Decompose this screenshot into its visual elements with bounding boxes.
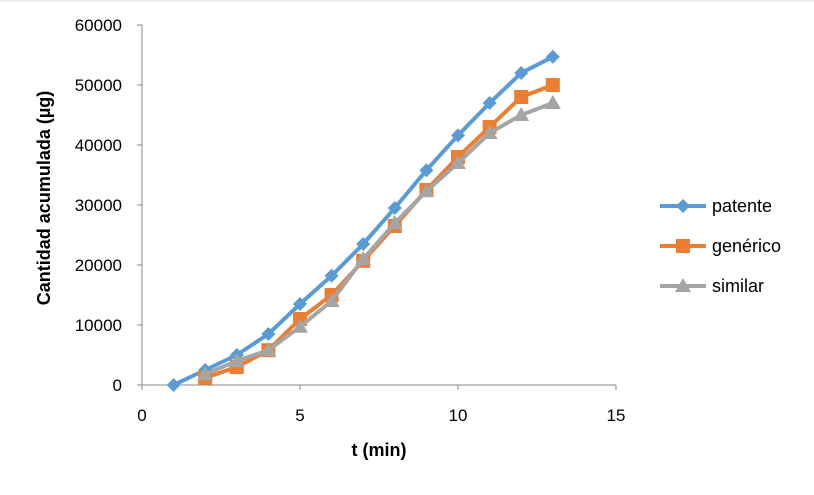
legend-marker-similar bbox=[675, 278, 691, 292]
y-tick-label: 10000 bbox=[75, 316, 122, 335]
data-point-patente bbox=[261, 327, 276, 341]
data-point-generico bbox=[545, 78, 560, 92]
x-tick-label: 5 bbox=[295, 406, 304, 425]
x-tick-label: 10 bbox=[449, 406, 468, 425]
series-similar bbox=[197, 95, 561, 381]
legend-label-patente: patente bbox=[712, 196, 772, 216]
y-tick-label: 30000 bbox=[75, 196, 122, 215]
data-point-patente bbox=[482, 96, 497, 110]
tick-labels: 0 10000 20000 30000 40000 50000 60000 0 5 10 15 bbox=[75, 16, 626, 425]
x-tick-label: 15 bbox=[607, 406, 626, 425]
data-point-similar bbox=[418, 183, 435, 198]
data-point-patente bbox=[451, 128, 465, 143]
axes bbox=[141, 25, 616, 386]
y-tick-label: 50000 bbox=[75, 76, 122, 95]
x-tick-label: 0 bbox=[137, 406, 146, 425]
data-point-similar bbox=[481, 125, 498, 139]
data-point-similar bbox=[228, 353, 245, 367]
data-point-patente bbox=[419, 163, 434, 178]
data-point-patente bbox=[545, 49, 560, 64]
series-patente bbox=[166, 49, 560, 392]
data-point-generico bbox=[514, 90, 529, 104]
data-point-patente bbox=[166, 378, 181, 392]
data-point-patente bbox=[293, 297, 307, 311]
data-point-patente bbox=[387, 201, 402, 215]
data-point-patente bbox=[356, 237, 371, 251]
series-layer bbox=[166, 49, 561, 392]
y-tick-label: 40000 bbox=[75, 136, 122, 155]
legend-item-generico: genérico bbox=[660, 236, 781, 256]
x-axis-title: t (min) bbox=[352, 440, 407, 460]
legend-marker-generico bbox=[676, 239, 690, 253]
legend-label-generico: genérico bbox=[712, 236, 781, 256]
legend-marker-patente bbox=[676, 199, 690, 213]
data-point-similar bbox=[386, 215, 403, 229]
legend-item-similar: similar bbox=[660, 276, 764, 296]
data-point-similar bbox=[355, 251, 372, 265]
series-line-patente bbox=[172, 55, 554, 387]
y-tick-label: 0 bbox=[113, 376, 122, 395]
data-point-similar bbox=[450, 155, 466, 169]
data-point-similar bbox=[513, 107, 530, 121]
legend-item-patente: patente bbox=[660, 196, 772, 216]
legend: patente genérico similar bbox=[660, 196, 781, 296]
data-point-patente bbox=[514, 66, 529, 80]
data-point-patente bbox=[324, 268, 339, 283]
data-point-similar bbox=[197, 366, 214, 381]
series-line-similar bbox=[204, 101, 554, 377]
data-point-similar bbox=[323, 293, 340, 307]
data-point-similar bbox=[292, 318, 308, 333]
y-tick-label: 20000 bbox=[75, 256, 122, 275]
y-tick-label: 60000 bbox=[75, 16, 122, 35]
data-point-similar bbox=[544, 95, 561, 109]
y-axis-title: Cantidad acumulada (µg) bbox=[34, 91, 54, 305]
data-point-similar bbox=[260, 342, 277, 357]
legend-label-similar: similar bbox=[712, 276, 764, 296]
